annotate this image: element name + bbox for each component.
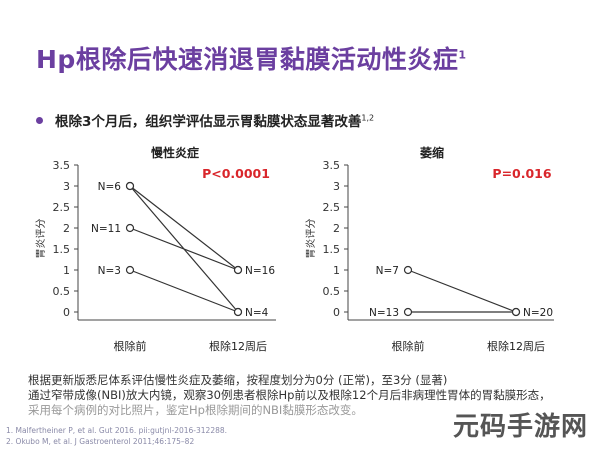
chart-1-y-axis-label: 胃炎评分 xyxy=(35,219,47,259)
page-title-text: Hp根除后快速消退胃黏膜活动性炎症 xyxy=(36,45,459,74)
chart-2-y-tick-label: 2.5 xyxy=(323,201,341,214)
chart-2-y-tick-label: 1 xyxy=(333,264,340,277)
chart-2-y-tick-label: 1.5 xyxy=(323,243,341,256)
chart-1-y-tick-label: 2 xyxy=(63,222,70,235)
chart-1-right-count-label: N=16 xyxy=(245,265,275,277)
chart-1-p-value: P<0.0001 xyxy=(202,166,270,181)
chart-1-x-tick-label: 根除12周后 xyxy=(209,339,267,353)
chart-2-y-tick-label: 0 xyxy=(333,306,340,319)
chart-1-right-count-label: N=4 xyxy=(245,307,269,319)
chart-2-series-2-point-1 xyxy=(403,307,413,317)
chart-1-series-line-3 xyxy=(129,227,239,271)
chart-1-series-line-4 xyxy=(129,269,239,313)
chart-1-series-3-point-1 xyxy=(125,223,135,233)
chart-2-y-tick-label: 3.5 xyxy=(323,159,341,172)
bullet-text: 根除3个月后，组织学评估显示胃黏膜状态显著改善 xyxy=(55,114,362,130)
chart-1-series-line-1 xyxy=(129,185,239,271)
chart-1-y-tick-label: 0.5 xyxy=(53,285,71,298)
chart-2-right-count-label: N=20 xyxy=(523,307,553,319)
chart-1-series-2-point-1 xyxy=(125,181,135,191)
chart-2-left-count-label: N=7 xyxy=(376,265,399,277)
chart-2-y-tick-label: 0.5 xyxy=(323,285,341,298)
caption-line-3: 采用每个病例的对比照片，鉴定Hp根除期间的NBI黏膜形态改变。 xyxy=(28,403,363,417)
chart-1-left-count-label: N=3 xyxy=(98,265,121,277)
chart-2-p-value: P=0.016 xyxy=(492,166,551,181)
chart-1-y-tick-label: 3 xyxy=(63,180,70,193)
bullet-point: 根除3个月后，组织学评估显示胃黏膜状态显著改善1,2 xyxy=(36,110,374,130)
chart-2-series-line-1 xyxy=(407,269,517,313)
chart-1-title: 慢性炎症 xyxy=(151,145,199,160)
chart-1-y-tick-label: 2.5 xyxy=(53,201,71,214)
reference-2: 2. Okubo M, et al. J Gastroenterol 2011;… xyxy=(6,437,195,446)
chart-2-series-1-point-1 xyxy=(403,265,413,275)
chart-1-x-tick-label: 根除前 xyxy=(114,339,147,353)
chart-2-y-axis-label: 胃炎评分 xyxy=(305,219,317,259)
chart-1-series-4-point-1 xyxy=(125,265,135,275)
bullet-sup: 1,2 xyxy=(361,113,375,123)
chart-1-y-tick-label: 3.5 xyxy=(53,159,71,172)
chart-1-y-tick-label: 1 xyxy=(63,264,70,277)
chart-2-y-tick-label: 3 xyxy=(333,180,340,193)
chart-1-series-4-point-2 xyxy=(233,307,243,317)
chart-1-y-tick-label: 0 xyxy=(63,306,70,319)
chart-1-series-3-point-2 xyxy=(233,265,243,275)
caption-line-2: 通过窄带成像(NBI)放大内镜，观察30例患者根除Hp前以及根除12个月后非病理… xyxy=(28,388,551,402)
chart-2-title: 萎缩 xyxy=(420,145,444,160)
chart-1-y-tick-label: 1.5 xyxy=(53,243,71,256)
page-title: Hp根除后快速消退胃黏膜活动性炎症1 xyxy=(36,40,466,76)
chart-1-left-count-label: N=6 xyxy=(98,181,122,193)
chart-2-series-2-point-2 xyxy=(511,307,521,317)
chart-1-left-count-label: N=11 xyxy=(91,223,121,235)
chart-2-y-tick-label: 2 xyxy=(333,222,340,235)
watermark-logo: 元码手游网 xyxy=(452,412,588,442)
chart-2-x-tick-label: 根除前 xyxy=(392,339,425,353)
caption-line-1: 根据更新版悉尼体系评估慢性炎症及萎缩，按程度划分为0分 (正常)，至3分 (显著… xyxy=(28,373,448,387)
bullet-dot-icon xyxy=(36,116,43,124)
chart-2-x-tick-label: 根除12周后 xyxy=(487,339,545,353)
page-title-sup: 1 xyxy=(458,48,467,62)
chart-2-left-count-label: N=13 xyxy=(369,307,399,319)
reference-1: 1. Malfertheiner P, et al. Gut 2016. pii… xyxy=(6,426,228,435)
caption: 根据更新版悉尼体系评估慢性炎症及萎缩，按程度划分为0分 (正常)，至3分 (显著… xyxy=(28,373,568,418)
references: 1. Malfertheiner P, et al. Gut 2016. pii… xyxy=(6,425,227,447)
